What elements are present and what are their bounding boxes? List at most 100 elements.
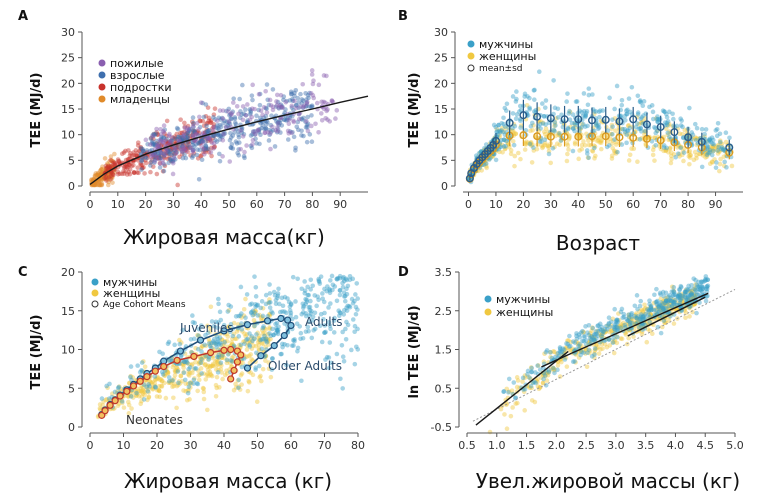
data-point-adults <box>238 109 243 114</box>
data-point-adults <box>248 143 254 149</box>
data-point-infants <box>102 156 108 161</box>
data-point-adults <box>190 153 196 159</box>
cohort-mean-women <box>151 367 159 375</box>
data-point-adolescents <box>139 146 144 152</box>
x-tick-label: 30 <box>184 439 198 452</box>
data-point-men <box>677 293 682 298</box>
x-tick-label: 5.0 <box>726 439 744 452</box>
data-point-elderly <box>250 82 255 88</box>
data-point-adolescents <box>203 113 209 119</box>
data-point-adolescents <box>127 153 133 158</box>
data-point-adolescents <box>137 148 143 154</box>
annotation-older-adults: Older Adults <box>268 359 342 373</box>
data-point-adults <box>254 113 259 118</box>
data-point-adolescents <box>172 151 178 157</box>
data-point-men <box>259 299 265 304</box>
data-point-adolescents <box>187 133 193 139</box>
x-tick-label: 80 <box>351 439 365 452</box>
data-point-infants <box>93 182 98 187</box>
data-point-men <box>581 122 586 127</box>
data-point-elderly <box>181 144 186 150</box>
data-point-adolescents <box>156 144 162 149</box>
data-point-adolescents <box>173 139 178 145</box>
data-point-adults <box>201 147 206 152</box>
data-point-elderly <box>190 149 195 155</box>
data-point-adults <box>185 135 190 141</box>
data-point-adults <box>179 134 185 140</box>
data-point-adolescents <box>108 164 114 170</box>
data-point-women <box>723 139 729 145</box>
data-point-adults <box>186 127 192 133</box>
data-point-adolescents <box>173 145 179 151</box>
data-point-men <box>303 329 309 334</box>
data-point-adolescents <box>153 155 159 160</box>
data-point-men <box>341 358 347 364</box>
data-point-adolescents <box>152 154 158 160</box>
data-point-men <box>723 130 729 136</box>
data-point-men <box>308 287 313 292</box>
panel-a-points <box>89 68 340 188</box>
data-point-adolescents <box>193 131 199 136</box>
data-point-men <box>582 334 587 340</box>
data-point-men <box>288 302 294 308</box>
data-point-adults <box>276 106 282 111</box>
data-point-men <box>613 319 619 325</box>
data-point-men <box>340 386 345 391</box>
data-point-adolescents <box>148 169 153 175</box>
data-point-adults <box>161 153 167 159</box>
panel-a: A TEE (MJ/d) Жировая масса(кг) 0 10 20 30 40… <box>18 9 369 249</box>
data-point-elderly <box>310 93 316 98</box>
data-point-adults <box>166 160 172 166</box>
data-point-elderly <box>286 117 292 123</box>
data-point-elderly <box>256 91 262 97</box>
data-point-elderly <box>264 110 270 115</box>
data-point-elderly <box>278 92 284 98</box>
data-point-adolescents <box>135 165 141 170</box>
data-point-men <box>635 93 641 99</box>
data-point-elderly <box>274 99 279 104</box>
data-point-men <box>215 339 221 344</box>
y-tick-label: 20 <box>61 77 75 90</box>
data-point-adolescents <box>211 133 217 138</box>
data-point-adults <box>241 153 247 159</box>
data-point-men <box>354 281 360 286</box>
data-point-adolescents <box>155 132 160 137</box>
cohort-mean-women <box>173 356 181 364</box>
data-point-men <box>291 338 296 343</box>
data-point-men <box>692 121 698 127</box>
data-point-men <box>567 333 572 339</box>
data-point-adolescents <box>206 118 212 123</box>
data-point-adults <box>228 145 234 150</box>
data-point-women <box>518 156 523 162</box>
data-point-adults <box>249 93 255 98</box>
data-point-men <box>610 124 615 129</box>
data-point-adults <box>214 139 220 144</box>
data-point-infants <box>93 182 98 188</box>
y-tick-label: 0 <box>441 180 448 193</box>
data-point-infants <box>105 166 110 172</box>
data-point-men <box>309 308 314 314</box>
data-point-men <box>614 83 620 89</box>
data-point-adults <box>166 146 171 152</box>
data-point-elderly <box>293 105 299 111</box>
data-point-infants <box>95 171 101 177</box>
data-point-adolescents <box>141 165 146 170</box>
data-point-elderly <box>268 146 273 152</box>
data-point-adolescents <box>124 164 130 170</box>
data-point-adults <box>274 119 279 124</box>
data-point-men <box>259 337 265 342</box>
data-point-adults <box>301 115 306 121</box>
data-point-adolescents <box>168 138 173 144</box>
data-point-men <box>345 283 351 289</box>
data-point-men <box>670 300 676 305</box>
data-point-elderly <box>157 161 163 166</box>
data-point-adults <box>179 143 185 149</box>
data-point-adults <box>296 100 301 105</box>
data-point-men <box>202 342 207 348</box>
data-point-elderly <box>184 128 190 133</box>
data-point-men <box>551 127 557 133</box>
cohort-mean-women <box>129 382 138 390</box>
data-point-elderly <box>325 107 330 112</box>
data-point-adolescents <box>195 156 201 161</box>
data-point-elderly <box>309 72 315 77</box>
